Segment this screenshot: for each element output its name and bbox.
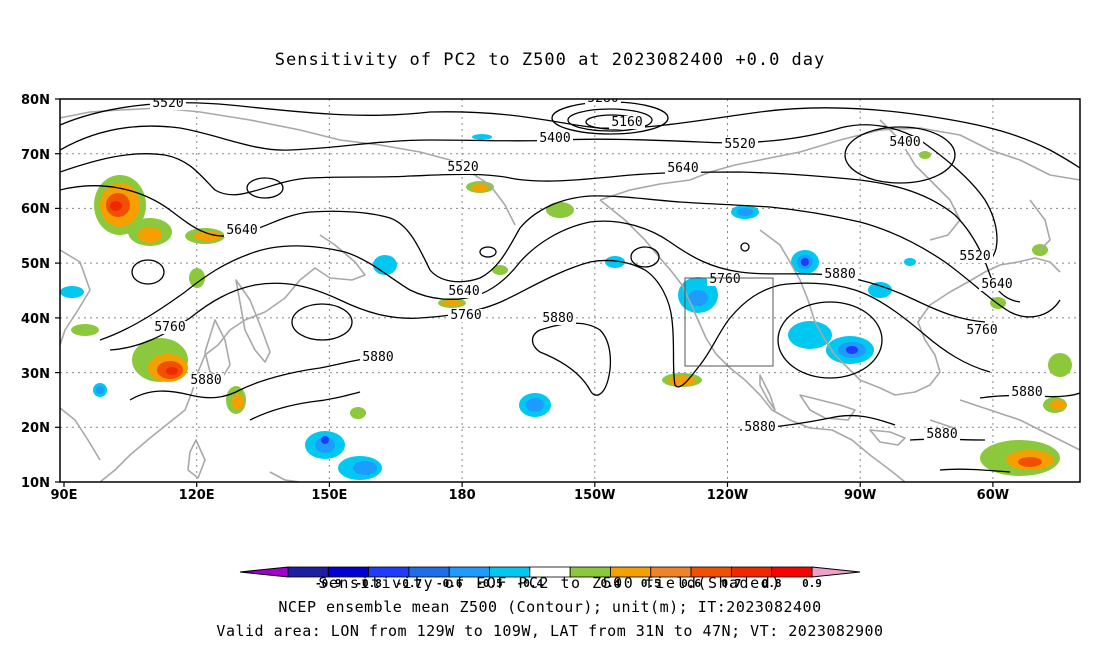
contour-label: 5280	[587, 91, 618, 106]
contour-label-bg	[707, 273, 743, 286]
contour-label: 5640	[981, 277, 1012, 292]
lon-label: 120E	[179, 488, 215, 503]
contour-label: 5880	[362, 350, 393, 365]
map-canvas: 5520 5280 5160 5400 5520 5520 5640 5400 5640 5640…	[21, 91, 1081, 503]
contour-label-bg	[1009, 386, 1045, 399]
contour-label: 5520	[959, 249, 990, 264]
contour-label: 5880	[1011, 385, 1042, 400]
contour-label-bg	[188, 374, 224, 387]
contour-label: 5400	[889, 135, 920, 150]
contour-label-bg	[446, 285, 482, 298]
lat-labels: 80N 70N 60N 50N 40N 30N 20N 10N	[21, 93, 50, 491]
contour-label: 5880	[542, 311, 573, 326]
contour-label: 5640	[667, 161, 698, 176]
lat-label: 50N	[21, 257, 50, 272]
contour-label: 5640	[226, 223, 257, 238]
contour-label-bg	[887, 136, 923, 149]
contour-label: 5520	[724, 137, 755, 152]
lon-label: 60W	[977, 488, 1009, 503]
contour-label: 5880	[190, 373, 221, 388]
contour-label-bg	[957, 250, 993, 263]
lon-label: 90W	[844, 488, 876, 503]
contour-label: 5760	[709, 272, 740, 287]
contour-label-bg	[537, 132, 573, 145]
lat-label: 40N	[21, 312, 50, 327]
lat-label: 80N	[21, 93, 50, 108]
contour-label-bg	[924, 428, 960, 441]
contour-label: 5760	[966, 323, 997, 338]
lon-label: 120W	[707, 488, 748, 503]
contour-label-bg	[822, 268, 858, 281]
contour-label: 5160	[611, 115, 642, 130]
contour-label: 5640	[448, 284, 479, 299]
contour-label-bg	[665, 162, 701, 175]
contour-label-bg	[964, 324, 1000, 337]
lon-labels: 90E 120E 150E 180 150W 120W 90W 60W	[51, 488, 1010, 503]
plot-frame	[59, 98, 1081, 483]
lat-label: 70N	[21, 148, 50, 163]
contour-label-bg	[585, 99, 621, 105]
contour-label: 5520	[152, 96, 183, 111]
lat-label: 60N	[21, 202, 50, 217]
lon-label: 150W	[574, 488, 615, 503]
caption-valid-area: Valid area: LON from 129W to 109W, LAT f…	[216, 622, 884, 640]
sensitivity-shading	[60, 134, 1072, 480]
coastlines	[60, 107, 1080, 482]
contour-label-bg	[540, 312, 576, 325]
contour-label-bg	[360, 351, 396, 364]
contour-label: 5880	[926, 427, 957, 442]
contour-label-bg	[150, 99, 186, 110]
contour-label: 5520	[447, 160, 478, 175]
contour-label: 5880	[744, 420, 775, 435]
contour-label-bg	[152, 321, 188, 334]
lat-label: 10N	[21, 476, 50, 491]
map-title: Sensitivity of PC2 to Z500 at 2023082400…	[274, 50, 826, 70]
contour-label-bg	[224, 224, 260, 237]
contour-label-bg	[445, 161, 481, 174]
contour-label-bg	[979, 278, 1015, 291]
contour-label-bg	[722, 138, 758, 151]
contour-labels: 5520 5280 5160 5400 5520 5520 5640 5400 5640 5640…	[150, 91, 1045, 442]
caption-shaded: Sensitivity of EOF PC2 to Z500 field(Sha…	[318, 574, 782, 592]
contour-label-bg	[448, 309, 484, 322]
contour-label: 5760	[154, 320, 185, 335]
caption-contour: NCEP ensemble mean Z500 (Contour); unit(…	[278, 598, 822, 616]
contour-label-bg	[742, 421, 778, 434]
lon-label: 180	[449, 488, 476, 503]
lon-label: 90E	[51, 488, 78, 503]
valid-area-box	[684, 277, 774, 367]
lon-label: 150E	[311, 488, 347, 503]
lat-label: 30N	[21, 367, 50, 382]
contour-label: 5880	[824, 267, 855, 282]
contour-label-bg	[609, 116, 645, 129]
contour-label: 5400	[539, 131, 570, 146]
lat-label: 20N	[21, 421, 50, 436]
contour-label: 5760	[450, 308, 481, 323]
